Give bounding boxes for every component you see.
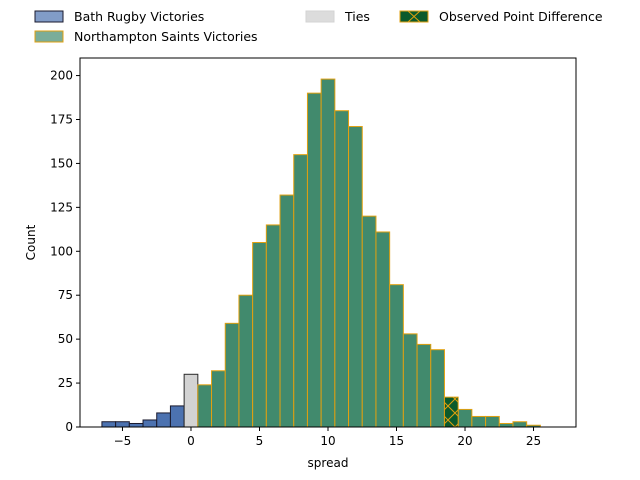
x-tick-label: 0 xyxy=(187,434,195,448)
bar-ties xyxy=(183,373,199,428)
y-tick-label: 100 xyxy=(50,244,73,258)
x-tick-label: −5 xyxy=(114,434,132,448)
legend-label-observed: Observed Point Difference xyxy=(439,9,603,24)
x-tick-label: 10 xyxy=(320,434,335,448)
x-tick-label: 25 xyxy=(526,434,541,448)
bar-northampton xyxy=(485,415,500,428)
legend-swatch-ties xyxy=(305,10,335,23)
bar-northampton xyxy=(375,231,391,428)
bars xyxy=(101,78,541,428)
y-tick-label: 50 xyxy=(58,332,73,346)
legend-label-ties: Ties xyxy=(344,9,370,24)
x-axis-label: spread xyxy=(308,456,349,470)
bar-northampton xyxy=(498,422,514,428)
legend-swatch-hatch xyxy=(407,10,421,23)
bar-northampton xyxy=(224,322,240,428)
bar-northampton xyxy=(320,78,336,428)
bar-northampton xyxy=(197,384,213,428)
legend-swatch-northampton xyxy=(34,30,64,43)
x-tick-label: 15 xyxy=(389,434,404,448)
y-tick-label: 0 xyxy=(65,420,73,434)
bar-northampton xyxy=(402,333,418,428)
bar-northampton xyxy=(512,421,528,428)
y-tick-label: 125 xyxy=(50,200,73,214)
y-tick-label: 75 xyxy=(58,288,73,302)
bar-northampton xyxy=(348,126,363,428)
bar-bath xyxy=(101,421,117,428)
bar-bath xyxy=(128,422,144,428)
y-tick-label: 25 xyxy=(58,376,73,390)
bar-bath xyxy=(115,421,130,428)
bar-northampton xyxy=(293,154,308,428)
bar-northampton xyxy=(361,215,377,428)
y-axis-ticks: 0 25 50 75 100 125 150 175 200 xyxy=(50,69,80,434)
bar-northampton xyxy=(416,343,432,428)
bar-northampton xyxy=(430,349,445,428)
y-axis-label: Count xyxy=(24,224,38,260)
bar-observed-hatch xyxy=(444,397,459,427)
legend-label-northampton: Northampton Saints Victories xyxy=(74,29,258,44)
y-tick-label: 175 xyxy=(50,113,73,127)
legend-swatch-bath xyxy=(34,10,64,23)
bar-bath xyxy=(142,419,158,428)
legend: Bath Rugby Victories Northampton Saints V… xyxy=(34,9,603,44)
bar-bath xyxy=(156,412,171,428)
bar-northampton xyxy=(306,92,322,428)
y-tick-label: 200 xyxy=(50,69,73,83)
x-tick-label: 20 xyxy=(457,434,472,448)
bar-northampton xyxy=(252,242,267,428)
bar-northampton xyxy=(238,294,254,428)
y-tick-label: 150 xyxy=(50,156,73,170)
x-axis-ticks: −5 0 5 10 15 20 25 xyxy=(114,427,541,448)
bar-northampton xyxy=(211,370,226,428)
bar-northampton xyxy=(279,194,295,428)
bar-northampton xyxy=(389,284,404,428)
legend-label-bath: Bath Rugby Victories xyxy=(74,9,204,24)
bar-bath xyxy=(169,405,185,428)
x-tick-label: 5 xyxy=(256,434,264,448)
bar-northampton xyxy=(334,110,350,428)
bar-northampton xyxy=(471,415,487,428)
bar-northampton xyxy=(457,408,473,428)
bar-northampton xyxy=(265,224,281,428)
